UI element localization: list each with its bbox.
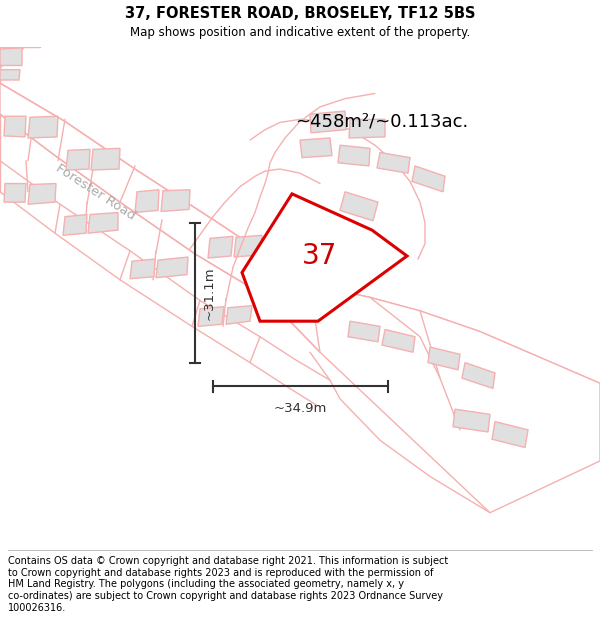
Polygon shape: [0, 83, 345, 352]
Text: 37: 37: [302, 242, 338, 270]
Polygon shape: [263, 266, 295, 293]
Text: ~34.9m: ~34.9m: [274, 402, 327, 415]
Polygon shape: [300, 138, 332, 158]
Polygon shape: [310, 287, 600, 512]
Polygon shape: [453, 409, 490, 432]
Polygon shape: [28, 184, 56, 204]
Polygon shape: [28, 116, 58, 138]
Polygon shape: [242, 194, 407, 321]
Polygon shape: [4, 184, 26, 202]
Polygon shape: [135, 190, 159, 213]
Text: ~31.1m: ~31.1m: [203, 266, 216, 319]
Polygon shape: [234, 235, 262, 257]
Polygon shape: [412, 166, 445, 192]
Polygon shape: [130, 259, 155, 279]
Text: 37, FORESTER ROAD, BROSELEY, TF12 5BS: 37, FORESTER ROAD, BROSELEY, TF12 5BS: [125, 6, 475, 21]
Polygon shape: [310, 111, 346, 132]
Polygon shape: [0, 69, 20, 80]
Polygon shape: [338, 145, 370, 166]
Text: ~458m²/~0.113ac.: ~458m²/~0.113ac.: [295, 112, 468, 131]
Polygon shape: [323, 244, 360, 272]
Text: to Crown copyright and database rights 2023 and is reproduced with the permissio: to Crown copyright and database rights 2…: [8, 568, 433, 578]
Polygon shape: [156, 257, 188, 278]
Text: Contains OS data © Crown copyright and database right 2021. This information is : Contains OS data © Crown copyright and d…: [8, 556, 448, 566]
Polygon shape: [208, 236, 233, 258]
Polygon shape: [4, 116, 26, 137]
Polygon shape: [428, 347, 460, 370]
Polygon shape: [226, 306, 252, 324]
Polygon shape: [66, 149, 90, 170]
Text: co-ordinates) are subject to Crown copyright and database rights 2023 Ordnance S: co-ordinates) are subject to Crown copyr…: [8, 591, 443, 601]
Polygon shape: [348, 321, 380, 342]
Polygon shape: [349, 119, 385, 138]
Polygon shape: [492, 422, 528, 447]
Polygon shape: [91, 148, 120, 170]
Text: HM Land Registry. The polygons (including the associated geometry, namely x, y: HM Land Registry. The polygons (includin…: [8, 579, 404, 589]
Polygon shape: [462, 362, 495, 389]
Polygon shape: [382, 329, 415, 352]
Polygon shape: [340, 192, 378, 221]
Polygon shape: [88, 213, 118, 233]
Text: 100026316.: 100026316.: [8, 602, 66, 612]
Polygon shape: [198, 307, 224, 326]
Polygon shape: [63, 214, 87, 235]
Polygon shape: [377, 152, 410, 173]
Text: Forester Road: Forester Road: [53, 161, 137, 222]
Text: Map shows position and indicative extent of the property.: Map shows position and indicative extent…: [130, 26, 470, 39]
Polygon shape: [0, 48, 22, 66]
Polygon shape: [161, 190, 190, 211]
